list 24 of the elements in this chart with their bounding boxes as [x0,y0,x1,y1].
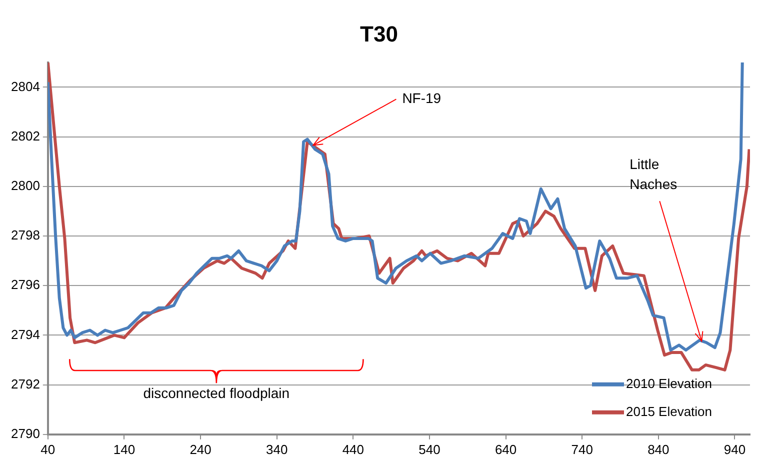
x-tick-label: 840 [648,442,670,457]
annotation: Little Naches [630,156,678,192]
x-tick-label: 940 [724,442,746,457]
y-tick-label: 2790 [11,426,40,441]
y-tick-label: 2804 [11,78,40,94]
y-tick-label: 2796 [11,277,40,292]
y-tick-label: 2802 [11,128,40,144]
legend-label: 2015 Elevation [626,404,712,419]
x-tick-label: 40 [40,442,56,457]
x-tick-label: 440 [342,442,364,457]
x-tick-label: 140 [113,442,136,457]
chart-title: T30 [360,21,398,46]
x-tick-label: 340 [266,442,288,457]
x-tick-label: 740 [571,442,593,457]
y-tick-label: 2792 [11,376,40,392]
annotation: disconnected floodplain [143,385,290,402]
legend-label: 2010 Elevation [626,376,712,391]
x-tick-label: 240 [190,442,212,457]
y-tick-label: 2794 [11,326,40,342]
y-tick-label: 2800 [11,178,40,193]
y-tick-label: 2798 [11,228,40,243]
annotation: NF-19 [402,90,442,106]
x-tick-label: 640 [494,442,517,457]
x-tick-label: 540 [418,442,440,457]
